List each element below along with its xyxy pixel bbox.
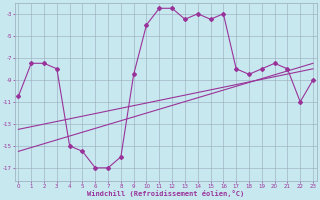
X-axis label: Windchill (Refroidissement éolien,°C): Windchill (Refroidissement éolien,°C) xyxy=(87,190,244,197)
